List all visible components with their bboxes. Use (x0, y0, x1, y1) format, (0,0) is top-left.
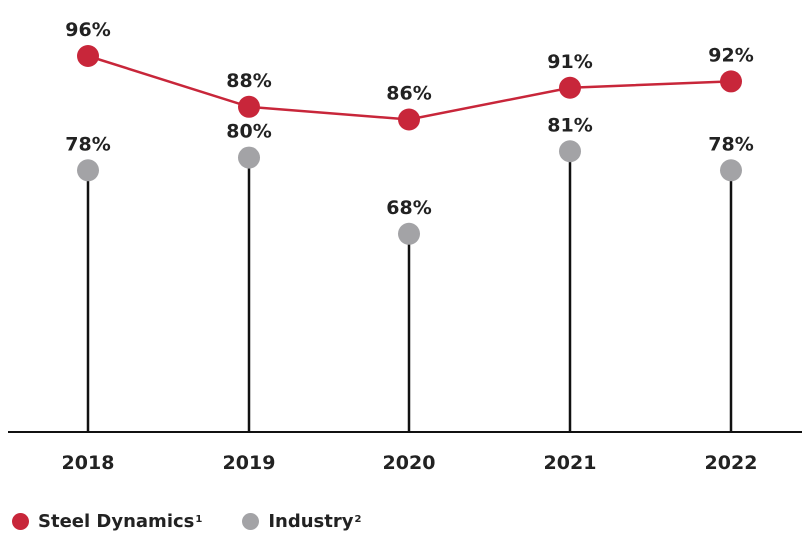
industry-point-2019 (238, 146, 260, 169)
steel-dynamics-point-2018 (77, 45, 99, 67)
industry-point-2018 (77, 159, 99, 182)
industry-label-2022: 78% (708, 133, 753, 155)
legend-marker-steel-dynamics (12, 512, 29, 530)
data-labels: 96% 88% 86% 91% 92% 78% 80% 68% 81% 78% (65, 19, 753, 219)
legend-label-steel-dynamics: Steel Dynamics (38, 510, 195, 532)
data-markers (77, 45, 742, 245)
legend-item-industry: Industry 2 (242, 511, 361, 532)
industry-point-2021 (559, 140, 581, 163)
chart-canvas: 96%88%86%91% 92%78%80%68%81%78% 2018 2019 2… (8, 19, 802, 474)
legend-label-industry: Industry (268, 510, 354, 532)
industry-point-2020 (398, 222, 420, 245)
industry-label-2021: 81% (547, 114, 592, 136)
steel-dynamics-point-2021 (559, 76, 581, 99)
x-tick-2018: 2018 (62, 452, 115, 474)
steel-dynamics-point-2020 (398, 108, 420, 131)
industry-stems (86, 151, 733, 432)
industry-label-2020: 68% (386, 197, 431, 219)
x-tick-2021: 2021 (544, 452, 597, 474)
steel-dynamics-label-2022: 92% (708, 44, 753, 66)
legend-marker-industry (242, 512, 260, 530)
industry-label-2018: 78% (65, 133, 110, 155)
x-tick-2019: 2019 (223, 452, 276, 474)
steel-dynamics-label-2019: 88% (226, 70, 271, 92)
legend-footnote-industry: 2 (354, 513, 362, 525)
legend: Steel Dynamics 1 Industry 2 (12, 509, 401, 533)
steel-dynamics-label-2018: 96% (65, 19, 110, 41)
steel-dynamics-point-2022 (720, 70, 742, 93)
steel-dynamics-label-2021: 91% (547, 51, 592, 73)
industry-label-2019: 80% (226, 121, 271, 143)
steel-dynamics-label-2020: 86% (386, 83, 431, 105)
steel-dynamics-point-2019 (238, 95, 260, 118)
x-tick-2020: 2020 (383, 452, 436, 474)
industry-point-2022 (720, 159, 742, 182)
x-tick-labels: 2018 2019 2020 2021 2022 (62, 452, 758, 474)
legend-footnote-steel-dynamics: 1 (195, 513, 203, 525)
x-tick-2022: 2022 (705, 452, 758, 474)
legend-item-steel-dynamics: Steel Dynamics 1 (12, 511, 202, 532)
